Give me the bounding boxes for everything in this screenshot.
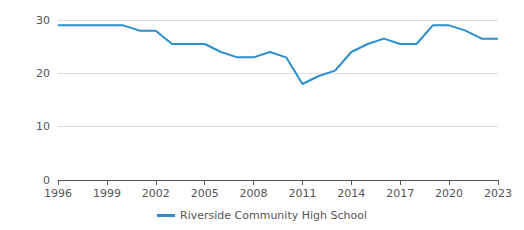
svg-text:Riverside Community High Schoo: Riverside Community High School	[180, 209, 367, 222]
svg-text:2008: 2008	[240, 187, 268, 200]
svg-text:1996: 1996	[44, 187, 72, 200]
svg-text:2023: 2023	[484, 187, 512, 200]
svg-text:2011: 2011	[288, 187, 316, 200]
svg-text:2017: 2017	[386, 187, 414, 200]
svg-text:20: 20	[36, 67, 50, 80]
svg-text:2020: 2020	[435, 187, 463, 200]
svg-text:0: 0	[43, 174, 50, 187]
svg-text:10: 10	[36, 120, 50, 133]
svg-text:2005: 2005	[191, 187, 219, 200]
svg-text:2002: 2002	[142, 187, 170, 200]
svg-text:30: 30	[36, 14, 50, 27]
svg-text:2014: 2014	[337, 187, 365, 200]
svg-text:1999: 1999	[93, 187, 121, 200]
